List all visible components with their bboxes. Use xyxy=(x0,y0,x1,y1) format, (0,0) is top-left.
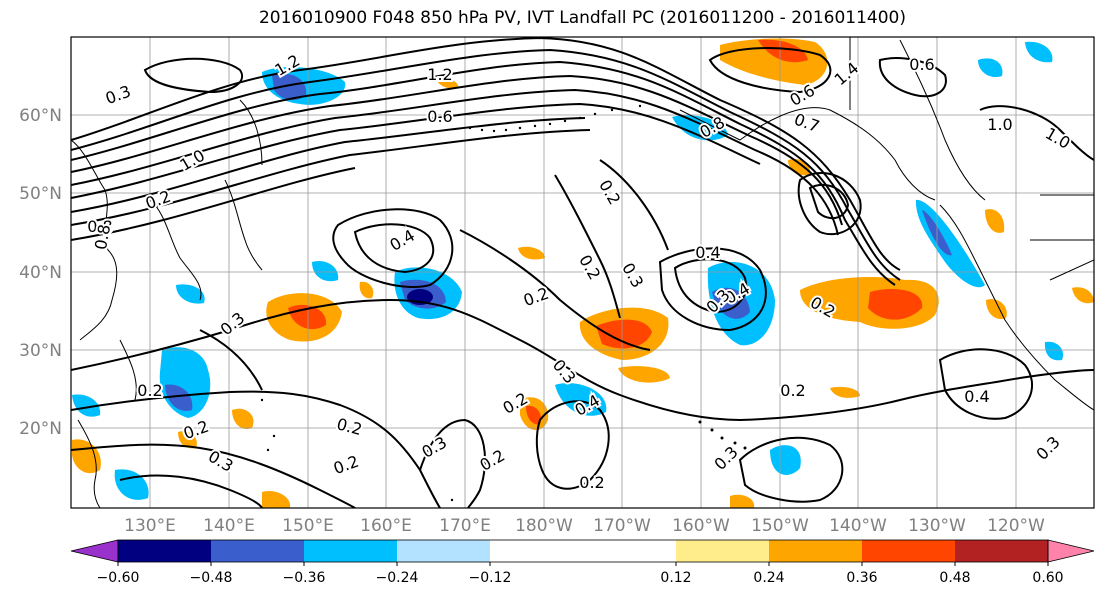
positive-anomaly-patch xyxy=(730,494,755,508)
colorbar-tick-label: −0.48 xyxy=(190,570,233,586)
lon-label-150e: 150°E xyxy=(282,516,334,536)
lat-label-20n: 20°N xyxy=(19,419,62,439)
lon-label-160e: 160°E xyxy=(360,516,412,536)
contour-label: 0.8 xyxy=(91,223,114,251)
lon-label-170e: 170°E xyxy=(439,516,491,536)
colorbar-tick-label: −0.12 xyxy=(469,570,512,586)
colorbar-tick-label: 0.60 xyxy=(1032,570,1063,586)
contour-label-halo: 0.4 xyxy=(964,387,989,406)
positive-anomaly-patch xyxy=(359,281,374,299)
negative-anomaly-patch xyxy=(312,260,339,282)
lon-label-130w: 130°W xyxy=(908,516,966,536)
negative-anomaly-patch xyxy=(672,115,728,141)
negative-anomaly-patch xyxy=(176,284,205,304)
contour-label-halo: 0.8 xyxy=(87,217,112,236)
colorbar-segment xyxy=(118,540,212,562)
contour-label-halo: 0.2 xyxy=(137,381,162,400)
positive-anomaly-patch xyxy=(1072,287,1094,304)
lat-label-40n: 40°N xyxy=(19,263,62,283)
colorbar-segment xyxy=(862,540,956,562)
coastlines xyxy=(71,37,1094,508)
contour-label: 1.2 xyxy=(427,65,452,84)
lon-label-140e: 140°E xyxy=(203,516,255,536)
colorbar-segment xyxy=(304,540,398,562)
positive-anomaly-patch xyxy=(596,319,652,349)
lat-label-60n: 60°N xyxy=(19,106,62,126)
negative-anomaly-patch xyxy=(1044,341,1064,361)
negative-anomaly-patch xyxy=(978,58,1003,78)
colorbar-segment xyxy=(955,540,1049,562)
contour-label-halo: 0.6 xyxy=(909,55,934,74)
lon-label-180w: 180°W xyxy=(515,516,573,536)
colorbar-tick-label: −0.36 xyxy=(283,570,326,586)
negative-anomaly-patch xyxy=(555,383,607,416)
colorbar-segment xyxy=(769,540,863,562)
colorbar-segment xyxy=(490,540,584,562)
contour-label: 0.4 xyxy=(695,243,720,262)
positive-anomaly-patch xyxy=(232,408,254,430)
positive-anomaly-patch xyxy=(526,405,542,425)
positive-anomaly-patch xyxy=(868,288,923,320)
colorbar-tick-label: 0.12 xyxy=(660,570,691,586)
negative-anomaly-patch xyxy=(770,445,801,475)
contour-label: 0.2 xyxy=(137,381,162,400)
colorbar-segment xyxy=(397,540,491,562)
positive-anomaly-patch xyxy=(518,246,545,260)
contour-label: 0.2 xyxy=(579,473,604,492)
contour-label: 1.0 xyxy=(987,115,1012,134)
positive-anomaly-patch xyxy=(178,431,197,449)
lon-label-130e: 130°E xyxy=(124,516,176,536)
colorbar-tick-label: 0.48 xyxy=(939,570,970,586)
contour-label-halo: 0.6 xyxy=(427,107,452,126)
lon-label-150w: 150°W xyxy=(751,516,809,536)
colorbar-tick-label: 0.24 xyxy=(753,570,784,586)
colorbar-segment xyxy=(583,540,677,562)
lon-label-140w: 140°W xyxy=(829,516,887,536)
colorbar-frame xyxy=(117,539,1049,563)
positive-anomaly-patch xyxy=(618,366,670,383)
contour-label: 0.6 xyxy=(909,55,934,74)
negative-anomaly-patch xyxy=(72,394,101,417)
colorbar-extend-min xyxy=(70,539,119,563)
positive-anomaly-patch xyxy=(262,490,291,508)
map-background xyxy=(71,37,1094,508)
negative-anomaly-patch xyxy=(272,73,307,101)
colorbar-segment xyxy=(676,540,770,562)
contour-label-halo: 1.0 xyxy=(987,115,1012,134)
lat-label-30n: 30°N xyxy=(19,341,62,361)
contour-label: 0.2 xyxy=(780,381,805,400)
pv-contours xyxy=(71,37,1094,508)
contour-label: 0.4 xyxy=(964,387,989,406)
longitude-axis: 130°E 140°E 150°E 160°E 170°E 180°W 170°… xyxy=(124,516,1045,536)
positive-anomaly-patch xyxy=(436,77,459,89)
colorbar-tick-label: −0.24 xyxy=(376,570,419,586)
map-title: 2016010900 F048 850 hPa PV, IVT Landfall… xyxy=(258,8,906,28)
lon-label-160w: 160°W xyxy=(672,516,730,536)
colorbar-tick-label: 0.36 xyxy=(846,570,877,586)
colorbar-tick-label: −0.60 xyxy=(97,570,140,586)
contour-label-halo: 0.2 xyxy=(579,473,604,492)
positive-anomaly-patch xyxy=(758,39,808,63)
lon-label-120w: 120°W xyxy=(987,516,1045,536)
positive-anomaly-patch xyxy=(830,386,860,398)
latitude-axis: 60°N 50°N 40°N 30°N 20°N xyxy=(19,106,62,439)
colorbar xyxy=(70,539,1095,563)
contour-label-halo: 0.4 xyxy=(695,243,720,262)
lon-label-170w: 170°W xyxy=(593,516,651,536)
contour-label-halo: 1.2 xyxy=(427,65,452,84)
contour-label-halo: 0.2 xyxy=(780,381,805,400)
positive-anomaly-patch xyxy=(985,209,1005,233)
negative-anomaly-patch xyxy=(165,384,193,411)
colorbar-extend-max xyxy=(1047,539,1095,563)
contour-label: 0.8 xyxy=(87,217,112,236)
negative-anomaly-patch xyxy=(1025,41,1053,63)
map-border xyxy=(70,36,1095,509)
colorbar-tick-labels: −0.60 −0.48 −0.36 −0.24 −0.12 0.12 0.24 0.36 0.4… xyxy=(97,562,1064,586)
lat-label-50n: 50°N xyxy=(19,184,62,204)
contour-label: 0.6 xyxy=(427,107,452,126)
colorbar-segment xyxy=(211,540,305,562)
